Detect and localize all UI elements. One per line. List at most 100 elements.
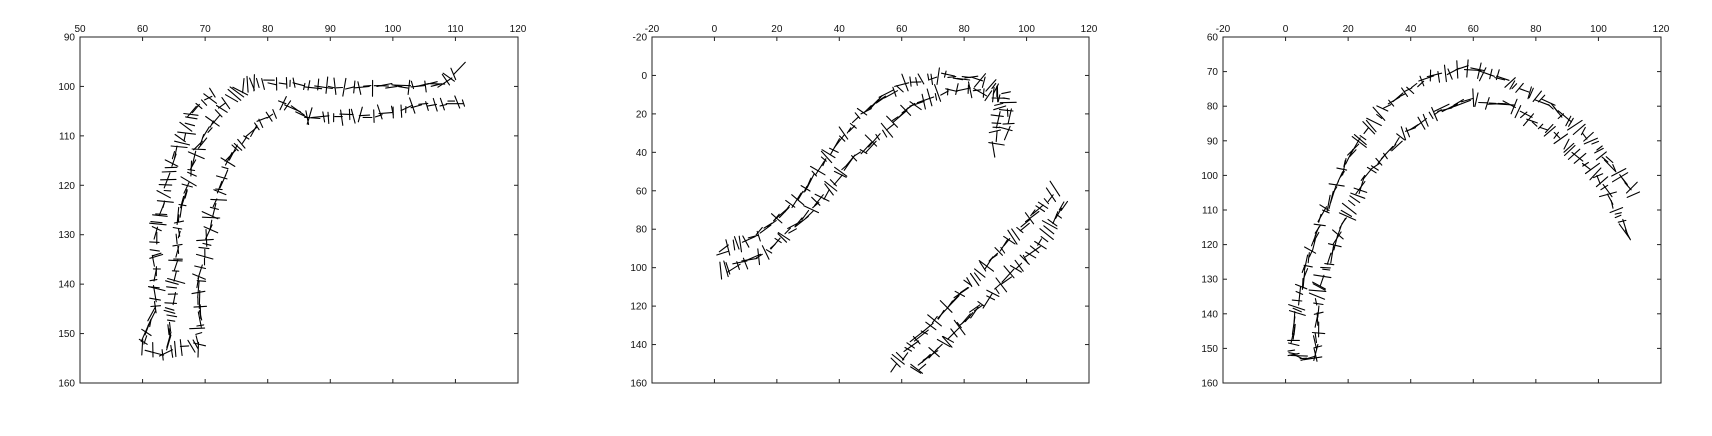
orientation-segment <box>191 150 197 166</box>
x-tick-label: 120 <box>1081 24 1098 35</box>
orientation-segment <box>1391 140 1403 152</box>
orientation-segment <box>410 104 423 109</box>
orientation-segment <box>250 124 258 137</box>
orientation-segment <box>1550 102 1563 118</box>
orientation-segment <box>895 351 905 361</box>
orientation-segment <box>904 346 913 352</box>
orientation-segment <box>894 82 910 87</box>
orientation-segment <box>824 183 834 196</box>
orientation-segment <box>1594 147 1604 154</box>
orientation-segment <box>228 144 238 161</box>
orientation-segment <box>1553 131 1560 139</box>
y-tick-label: 100 <box>1201 171 1218 182</box>
orientation-segment <box>784 204 791 213</box>
orientation-segment <box>993 105 1007 111</box>
orientation-segment <box>1514 105 1522 119</box>
orientation-segment <box>878 89 894 98</box>
orientation-segment <box>1019 222 1030 232</box>
orientation-segment <box>953 319 966 336</box>
x-tick-label: 20 <box>771 24 783 35</box>
x-tick-label: 90 <box>325 24 337 35</box>
orientation-segment <box>1314 332 1318 344</box>
orientation-segment <box>256 116 268 122</box>
orientation-segment <box>266 113 274 119</box>
orientation-segment <box>147 305 157 322</box>
orientation-segment <box>322 111 326 123</box>
orientation-segment <box>1029 245 1040 254</box>
orientation-segment <box>741 235 756 243</box>
orientation-segment <box>180 195 185 209</box>
orientation-segment <box>1292 353 1303 360</box>
x-tick-label: 40 <box>1405 24 1417 35</box>
orientation-segment <box>1532 90 1542 103</box>
orientation-segment <box>882 129 888 138</box>
orientation-segment <box>353 80 356 94</box>
orientation-segment <box>1383 152 1388 160</box>
orientation-segment <box>1573 152 1587 164</box>
segment-series-4 <box>189 109 277 358</box>
orientation-segment <box>164 159 179 167</box>
orientation-segment <box>1418 75 1435 82</box>
orientation-segment <box>168 328 171 339</box>
orientation-segment <box>1472 88 1475 108</box>
orientation-segment <box>441 73 451 86</box>
orientation-segment <box>453 61 466 76</box>
orientation-segment <box>1290 333 1294 344</box>
orientation-segment <box>201 211 219 220</box>
orientation-segment <box>1288 352 1298 355</box>
y-tick-label: 90 <box>64 33 76 44</box>
orientation-segment <box>138 338 148 345</box>
orientation-segment <box>1287 342 1300 347</box>
orientation-segment <box>1567 119 1583 131</box>
orientation-segment <box>279 96 287 111</box>
orientation-segment <box>285 77 288 89</box>
orientation-segment <box>192 339 199 349</box>
y-tick-label: 90 <box>1207 136 1219 147</box>
orientation-segment <box>1511 83 1518 90</box>
orientation-segment <box>1394 137 1400 146</box>
y-tick-label: 0 <box>641 71 647 82</box>
orientation-segment <box>947 295 960 308</box>
orientation-segment <box>1317 206 1328 223</box>
orientation-segment <box>1300 355 1316 361</box>
orientation-segment <box>1001 268 1015 283</box>
orientation-segment <box>725 239 731 256</box>
orientation-segment <box>177 228 181 237</box>
orientation-segment <box>211 114 221 125</box>
orientation-segment <box>193 305 208 308</box>
orientation-segment <box>150 305 162 308</box>
orientation-segment <box>183 132 187 142</box>
orientation-segment <box>155 213 168 216</box>
orientation-segment <box>856 107 868 116</box>
orientation-segment <box>1581 132 1588 140</box>
orientation-segment <box>1298 286 1302 306</box>
orientation-segment <box>801 209 810 221</box>
orientation-segment <box>1565 115 1572 127</box>
segment-series-4 <box>998 91 1017 141</box>
orientation-segment <box>755 253 763 259</box>
orientation-segment <box>1372 106 1386 121</box>
orientation-segment <box>1584 162 1601 175</box>
orientation-segment <box>357 81 362 95</box>
orientation-segment <box>295 111 308 118</box>
orientation-segment <box>803 205 820 214</box>
x-tick-label: -20 <box>645 24 660 35</box>
y-tick-label: 150 <box>1201 344 1218 355</box>
orientation-segment <box>1519 88 1530 93</box>
orientation-segment <box>1349 149 1357 158</box>
orientation-segment <box>994 247 1003 256</box>
orientation-segment <box>913 329 929 342</box>
orientation-segment <box>195 335 199 344</box>
orientation-segment <box>153 301 157 314</box>
y-tick-label: 140 <box>1201 309 1218 320</box>
orientation-segment <box>864 134 878 147</box>
orientation-segment <box>956 321 962 329</box>
orientation-segment <box>224 94 239 103</box>
orientation-segment <box>461 99 466 107</box>
chart-panel-3: -20 0 20 40 60 80 100 120 60 70 80 90 100 110 120 130 14… <box>1201 24 1669 390</box>
orientation-segment <box>200 99 208 106</box>
orientation-segment <box>1601 156 1609 163</box>
y-tick-label: 40 <box>636 148 648 159</box>
orientation-segment <box>967 81 973 99</box>
orientation-segment <box>173 270 177 282</box>
